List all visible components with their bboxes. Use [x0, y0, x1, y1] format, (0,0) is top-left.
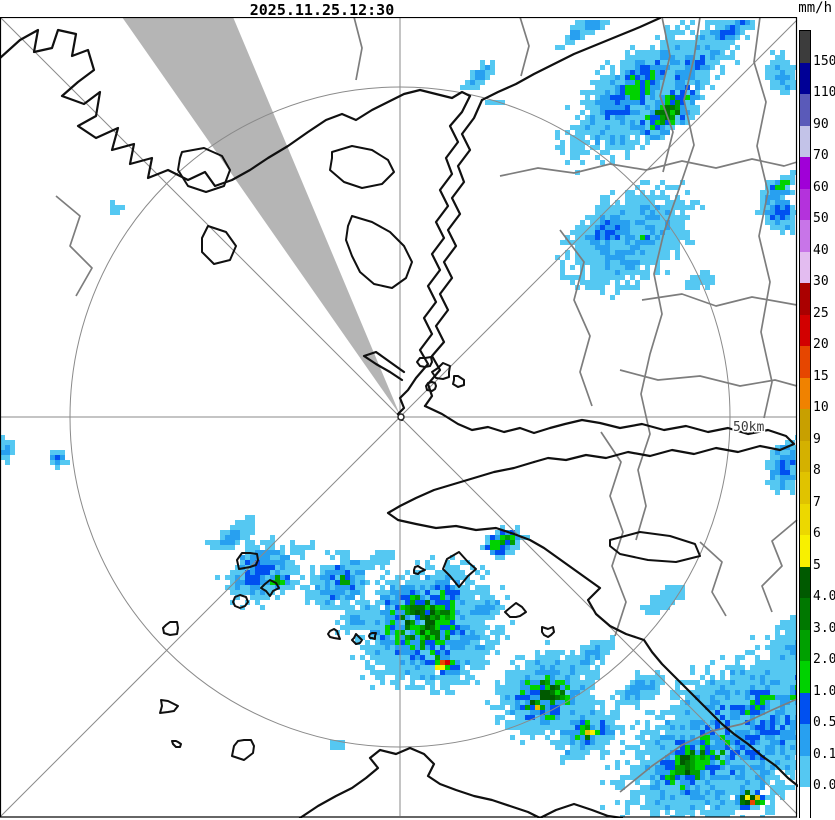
- legend-box: [800, 283, 810, 315]
- legend-box: [800, 409, 810, 441]
- legend-tick-label: 2.0: [813, 652, 835, 668]
- radar-map: 50km: [0, 17, 798, 818]
- legend-tick-label: 90: [813, 116, 829, 132]
- lakes: [177, 145, 701, 563]
- legend-box: [800, 598, 810, 630]
- legend-unit-label: mm/h: [798, 0, 832, 16]
- legend-box: [800, 188, 810, 221]
- legend-box: [800, 503, 810, 536]
- beam-blockage-wedge: [122, 17, 400, 415]
- precipitation-echoes: [1, 20, 796, 817]
- legend-tick-label: 6: [813, 526, 821, 542]
- legend-box: [800, 346, 810, 378]
- legend-tick-label: 20: [813, 337, 829, 353]
- legend-tick-label: 7: [813, 494, 821, 510]
- radar-site-marker: [397, 413, 405, 421]
- legend-tick-label: 8: [813, 463, 821, 479]
- legend-box: [800, 755, 810, 788]
- legend-box: [800, 472, 810, 504]
- legend-box: [800, 787, 810, 819]
- legend-tick-label: 30: [813, 274, 829, 290]
- legend-tick-label: 1.0: [813, 683, 835, 699]
- legend-box: [800, 724, 810, 756]
- legend-tick-label: 0.1: [813, 746, 835, 762]
- legend-tick-label: 15: [813, 368, 829, 384]
- legend-tick-label: 0.5: [813, 715, 835, 731]
- legend-box: [800, 125, 810, 158]
- legend-tick-label: 3.0: [813, 620, 835, 636]
- timestamp-label: 2025.11.25.12:30: [249, 1, 395, 19]
- legend-box: [800, 377, 810, 410]
- range-label: 50km: [733, 420, 764, 435]
- legend-tick-label: 50: [813, 211, 829, 227]
- legend-tick-label: 5: [813, 557, 821, 573]
- legend-box: [800, 629, 810, 662]
- legend-tick-label: 4.0: [813, 589, 835, 605]
- legend-tick-label: 150: [813, 53, 835, 69]
- legend-box: [800, 692, 810, 725]
- legend-tick-label: 10: [813, 400, 829, 416]
- map-frame: [0, 17, 798, 818]
- legend-colorbar: [799, 30, 811, 819]
- legend-tick-label: 40: [813, 242, 829, 258]
- islands: [159, 356, 555, 761]
- legend-box: [800, 31, 810, 63]
- legend-tick-label: 25: [813, 305, 829, 321]
- legend-box: [800, 251, 810, 284]
- title-bar: 2025.11.25.12:30 mm/h: [0, 0, 835, 19]
- legend-tick-label: 60: [813, 179, 829, 195]
- coastlines: [0, 17, 798, 818]
- legend-tick-label: 9: [813, 431, 821, 447]
- legend-tick-labels: 150 110 90 70 60 50 40 30 25 20 15 10 9 8 7 6 5 4.0 3.0 2.0…: [813, 0, 835, 820]
- admin-boundaries: [55, 17, 798, 793]
- legend-box: [800, 535, 810, 567]
- legend-tick-label: 70: [813, 148, 829, 164]
- legend-box: [800, 220, 810, 252]
- legend-box: [800, 566, 810, 599]
- legend-box: [800, 157, 810, 189]
- legend-tick-label: 0.0: [813, 778, 835, 794]
- legend-box: [800, 314, 810, 347]
- legend-box: [800, 94, 810, 126]
- legend-box: [800, 440, 810, 473]
- legend-box: [800, 661, 810, 693]
- legend-box: [800, 62, 810, 95]
- legend-tick-label: 110: [813, 85, 835, 101]
